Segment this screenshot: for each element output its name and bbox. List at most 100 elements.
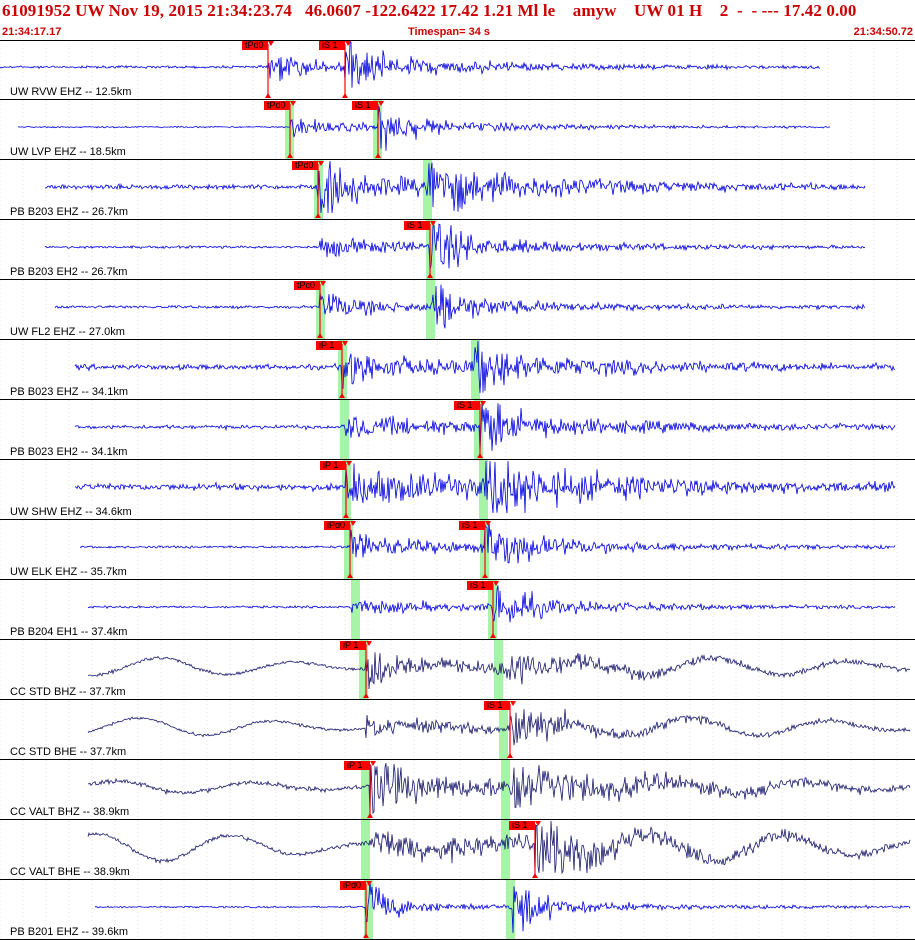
pick-label-box[interactable] bbox=[467, 581, 493, 590]
pick-label: tPc0 bbox=[297, 280, 315, 290]
panel-background[interactable] bbox=[0, 460, 915, 520]
station-label: UW SHW EHZ -- 34.6km bbox=[10, 506, 132, 518]
pick-label: tPd0 bbox=[245, 40, 264, 50]
pick-label: tPd0 bbox=[295, 160, 314, 170]
pick-arrow-icon bbox=[507, 753, 513, 758]
pick-label-box[interactable] bbox=[340, 881, 366, 890]
station-label: PB B204 EH1 -- 37.4km bbox=[10, 626, 127, 638]
pick-arrow-icon bbox=[343, 513, 349, 518]
pick-label-box[interactable] bbox=[404, 221, 430, 230]
pick-arrow-icon bbox=[339, 393, 345, 398]
panel-background[interactable] bbox=[0, 100, 915, 160]
pick-arrow-icon bbox=[367, 813, 373, 818]
pick-label: iPd0 bbox=[327, 520, 345, 530]
pick-label: iP 1 bbox=[347, 760, 362, 770]
pick-flag-icon bbox=[510, 701, 516, 706]
trace-panel[interactable]: iS 1 CC VALT BHE -- 38.9km bbox=[0, 820, 915, 880]
waveform-trace bbox=[17, 106, 831, 151]
trace-panel[interactable]: iPd0 iS 1 UW ELK EHZ -- 35.7km bbox=[0, 520, 915, 580]
station-label: CC VALT BHE -- 38.9km bbox=[10, 866, 130, 878]
pick-window-highlight bbox=[494, 640, 503, 700]
pick-window-highlight bbox=[501, 820, 510, 880]
pick-label: iS 1 bbox=[487, 700, 503, 710]
pick-label-box[interactable] bbox=[242, 41, 268, 50]
pick-flag-icon bbox=[430, 221, 436, 226]
pick-label-box[interactable] bbox=[324, 521, 350, 530]
trace-panel[interactable]: iPd0 PB B201 EHZ -- 39.6km bbox=[0, 880, 915, 940]
trace-panel[interactable]: tPd0 iS 1 UW LVP EHZ -- 18.5km bbox=[0, 100, 915, 160]
seismogram-canvas[interactable]: tPd0 iS 1 UW RVW EHZ -- 12.5km tPd0 iS 1 UW L… bbox=[0, 40, 915, 940]
pick-arrow-icon bbox=[427, 273, 433, 278]
pick-label-box[interactable] bbox=[319, 41, 345, 50]
trace-panel[interactable]: iP 1 CC VALT BHZ -- 38.9km bbox=[0, 760, 915, 820]
panel-background[interactable] bbox=[0, 280, 915, 340]
pick-arrow-icon bbox=[532, 873, 538, 878]
pick-label-box[interactable] bbox=[484, 701, 510, 710]
pick-arrow-icon bbox=[375, 153, 381, 158]
pick-label: iP 1 bbox=[319, 340, 334, 350]
panel-background[interactable] bbox=[0, 580, 915, 640]
trace-panel[interactable]: iS 1 PB B023 EH2 -- 34.1km bbox=[0, 400, 915, 460]
pick-label-box[interactable] bbox=[340, 641, 366, 650]
pick-label-box[interactable] bbox=[509, 821, 535, 830]
panel-background[interactable] bbox=[0, 880, 915, 940]
panel-background[interactable] bbox=[0, 760, 915, 820]
pick-label-box[interactable] bbox=[294, 281, 320, 290]
pick-arrow-icon bbox=[317, 333, 323, 338]
trace-panel[interactable]: iS 1 CC STD BHE -- 37.7km bbox=[0, 700, 915, 760]
pick-flag-icon bbox=[290, 101, 296, 106]
pick-window-highlight bbox=[340, 400, 349, 460]
trace-panel[interactable]: tPd0 PB B203 EHZ -- 26.7km bbox=[0, 160, 915, 220]
pick-window-highlight bbox=[426, 280, 435, 340]
pick-flag-icon bbox=[320, 281, 326, 286]
trace-panel[interactable]: iP 1 UW SHW EHZ -- 34.6km bbox=[0, 460, 915, 520]
panel-background[interactable] bbox=[0, 340, 915, 400]
pick-label: iS 1 bbox=[457, 400, 473, 410]
pick-arrow-icon bbox=[342, 93, 348, 98]
pick-flag-icon bbox=[378, 101, 384, 106]
pick-label-box[interactable] bbox=[454, 401, 480, 410]
station-label: PB B203 EH2 -- 26.7km bbox=[10, 266, 127, 278]
pick-label-box[interactable] bbox=[320, 461, 346, 470]
waveform-trace bbox=[74, 460, 896, 514]
pick-label-box[interactable] bbox=[344, 761, 370, 770]
pick-label-box[interactable] bbox=[316, 341, 342, 350]
trace-panel[interactable]: iS 1 PB B204 EH1 -- 37.4km bbox=[0, 580, 915, 640]
pick-arrow-icon bbox=[363, 693, 369, 698]
waveform-trace bbox=[44, 160, 866, 214]
pick-label: iPd0 bbox=[343, 880, 361, 890]
waveform-trace bbox=[87, 708, 911, 746]
pick-window-highlight bbox=[474, 400, 483, 460]
trace-panel[interactable]: iP 1 CC STD BHZ -- 37.7km bbox=[0, 640, 915, 700]
waveform-trace bbox=[87, 820, 911, 875]
pick-label: iS 1 bbox=[407, 220, 423, 230]
trace-panel[interactable]: tPd0 iS 1 UW RVW EHZ -- 12.5km bbox=[0, 40, 915, 100]
trace-panel[interactable]: iP 1 PB B023 EHZ -- 34.1km bbox=[0, 340, 915, 400]
pick-window-highlight bbox=[501, 760, 510, 820]
station-label: UW ELK EHZ -- 35.7km bbox=[10, 566, 127, 578]
pick-label-box[interactable] bbox=[292, 161, 318, 170]
pick-arrow-icon bbox=[482, 573, 488, 578]
trace-panel[interactable]: iS 1 PB B203 EH2 -- 26.7km bbox=[0, 220, 915, 280]
pick-label-box[interactable] bbox=[264, 101, 290, 110]
trace-panel[interactable]: tPc0 UW FL2 EHZ -- 27.0km bbox=[0, 280, 915, 340]
start-time: 21:34:17.17 bbox=[2, 26, 62, 38]
waveform-trace bbox=[0, 41, 821, 88]
pick-label-box[interactable] bbox=[459, 521, 485, 530]
pick-arrow-icon bbox=[347, 573, 353, 578]
pick-label-box[interactable] bbox=[352, 101, 378, 110]
station-label: CC STD BHE -- 37.7km bbox=[10, 746, 126, 758]
pick-flag-icon bbox=[493, 581, 499, 586]
station-label: UW RVW EHZ -- 12.5km bbox=[10, 86, 131, 98]
panel-background[interactable] bbox=[0, 220, 915, 280]
panel-background[interactable] bbox=[0, 700, 915, 760]
pick-flag-icon bbox=[318, 161, 324, 166]
seismogram-panels[interactable]: tPd0 iS 1 UW RVW EHZ -- 12.5km tPd0 iS 1 UW L… bbox=[0, 40, 915, 940]
pick-label: iS 1 bbox=[322, 40, 338, 50]
waveform-trace bbox=[87, 762, 911, 815]
waveform-trace bbox=[87, 652, 911, 690]
pick-flag-icon bbox=[345, 41, 351, 46]
waveform-trace bbox=[74, 403, 896, 454]
pick-arrow-icon bbox=[363, 933, 369, 938]
pick-flag-icon bbox=[370, 761, 376, 766]
